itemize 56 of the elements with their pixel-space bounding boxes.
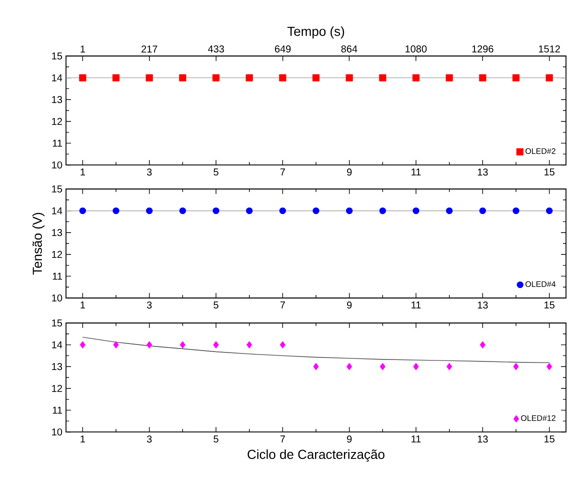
y-tick-label: 14 — [52, 341, 62, 348]
legend-label: OLED#4 — [525, 281, 556, 287]
y-tick-label: 13 — [52, 96, 62, 104]
x2-tick-label: 433 — [208, 45, 224, 52]
x-tick-label: 11 — [412, 168, 421, 176]
x-tick-label: 13 — [478, 302, 488, 309]
x-tick-label: 3 — [146, 436, 152, 443]
x-tick-label: 5 — [214, 302, 218, 308]
x2-tick-label: 1296 — [472, 45, 494, 52]
y-tick-label: 13 — [52, 363, 62, 370]
y-tick-label: 10 — [52, 428, 62, 436]
y-tick-label: 15 — [52, 186, 62, 192]
y-tick-label: 11 — [52, 140, 62, 147]
y-tick-label: 11 — [52, 272, 62, 280]
y-axis-title: Tensão (V) — [32, 212, 44, 275]
x-tick-label: 7 — [280, 302, 285, 308]
y-tick-label: 13 — [52, 229, 62, 236]
x-tick-label: 1 — [80, 302, 85, 308]
y-tick-label: 10 — [52, 294, 62, 302]
y-tick-label: 14 — [52, 207, 62, 214]
x-tick-label: 13 — [478, 436, 488, 443]
x-tick-label: 15 — [544, 302, 554, 308]
x-tick-label: 5 — [214, 168, 218, 176]
x-tick-label: 3 — [146, 168, 152, 176]
x-tick-label: 15 — [544, 168, 554, 176]
y-tick-label: 12 — [52, 118, 62, 125]
x-tick-label: 7 — [280, 168, 285, 176]
x-tick-label: 11 — [412, 436, 421, 442]
x2-axis-title: Tempo (s) — [287, 26, 344, 39]
x-tick-label: 5 — [214, 436, 218, 442]
y-tick-label: 10 — [52, 161, 62, 169]
y-tick-label: 15 — [52, 52, 62, 60]
legend-label: OLED#2 — [525, 148, 556, 154]
x-tick-label: 13 — [478, 168, 488, 176]
x-tick-label: 9 — [347, 302, 352, 309]
x2-tick-label: 1080 — [406, 45, 427, 52]
x-tick-label: 9 — [347, 436, 352, 443]
x2-tick-label: 864 — [341, 45, 358, 52]
x-tick-label: 3 — [146, 302, 152, 309]
x-tick-label: 1 — [80, 436, 85, 442]
y-tick-label: 11 — [52, 406, 62, 414]
x-tick-label: 7 — [280, 436, 285, 442]
legend-label: OLED#12 — [521, 415, 556, 421]
y-tick-label: 14 — [52, 74, 62, 82]
y-tick-label: 12 — [52, 384, 62, 392]
y-tick-label: 15 — [52, 320, 62, 326]
y-tick-label: 12 — [52, 250, 62, 258]
x-tick-label: 11 — [412, 302, 421, 308]
x2-tick-label: 1 — [80, 46, 85, 52]
x-tick-label: 1 — [80, 168, 85, 176]
x2-tick-label: 649 — [274, 45, 291, 52]
x-axis-title: Ciclo de Caracterização — [248, 449, 384, 462]
x-tick-label: 15 — [544, 436, 554, 442]
x2-tick-label: 1512 — [538, 45, 560, 52]
x2-tick-label: 217 — [142, 45, 158, 52]
x-tick-label: 9 — [347, 168, 352, 176]
